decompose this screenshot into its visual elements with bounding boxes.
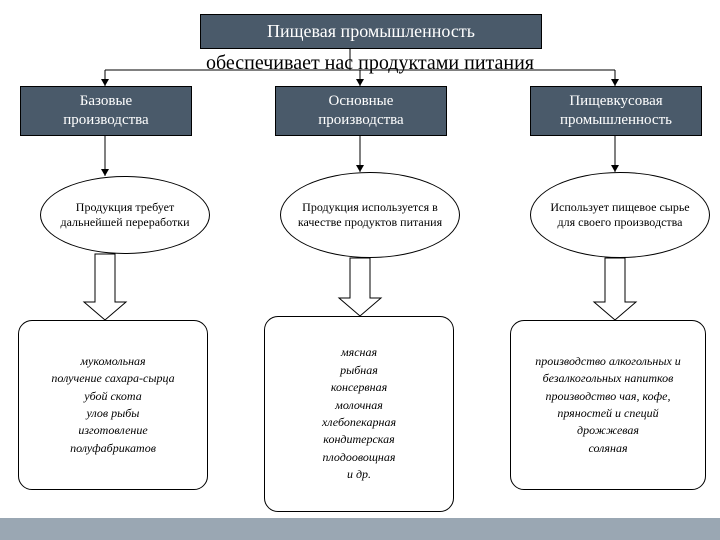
column-header-label: Пищевкусоваяпромышленность: [560, 92, 672, 130]
list-item: кондитерская: [273, 431, 445, 448]
column-header: Основныепроизводства: [275, 86, 447, 136]
root-subtitle-text: обеспечивает нас продуктами питания: [206, 52, 534, 74]
list-item: убой скота: [27, 388, 199, 405]
column-ellipse: Продукция требует дальнейшей переработки: [40, 176, 210, 254]
list-item: консервная: [273, 379, 445, 396]
list-item: хлебопекарная: [273, 414, 445, 431]
column-header-label: Основныепроизводства: [318, 92, 403, 130]
list-item: плодоовощная: [273, 449, 445, 466]
root-subtitle: обеспечивает нас продуктами питания: [170, 52, 570, 75]
list-item: изготовление: [27, 422, 199, 439]
list-item: и др.: [273, 466, 445, 483]
list-item: мясная: [273, 344, 445, 361]
list-item: мукомольная: [27, 353, 199, 370]
list-item: полуфабрикатов: [27, 440, 199, 457]
column-header: Пищевкусоваяпромышленность: [530, 86, 702, 136]
column-header: Базовыепроизводства: [20, 86, 192, 136]
column-ellipse-label: Продукция используется в качестве продук…: [291, 200, 449, 230]
list-item: производство чая, кофе,: [519, 388, 697, 405]
column-list: мяснаярыбнаяконсервнаямолочнаяхлебопекар…: [264, 316, 454, 512]
list-item: безалкогольных напитков: [519, 370, 697, 387]
list-item: соляная: [519, 440, 697, 457]
list-item: производство алкогольных и: [519, 353, 697, 370]
column-ellipse: Использует пищевое сырье для своего прои…: [530, 172, 710, 258]
list-item: дрожжевая: [519, 422, 697, 439]
list-item: рыбная: [273, 362, 445, 379]
column-list: производство алкогольных ибезалкогольных…: [510, 320, 706, 490]
list-item: пряностей и специй: [519, 405, 697, 422]
column-ellipse: Продукция используется в качестве продук…: [280, 172, 460, 258]
footer-bar: [0, 518, 720, 540]
root-header: Пищевая промышленность: [200, 14, 542, 49]
column-list: мукомольнаяполучение сахара-сырцаубой ск…: [18, 320, 208, 490]
root-header-label: Пищевая промышленность: [267, 21, 475, 41]
column-header-label: Базовыепроизводства: [63, 92, 148, 130]
list-item: получение сахара-сырца: [27, 370, 199, 387]
list-item: молочная: [273, 397, 445, 414]
list-item: улов рыбы: [27, 405, 199, 422]
column-ellipse-label: Продукция требует дальнейшей переработки: [51, 200, 199, 230]
column-ellipse-label: Использует пищевое сырье для своего прои…: [541, 200, 699, 230]
